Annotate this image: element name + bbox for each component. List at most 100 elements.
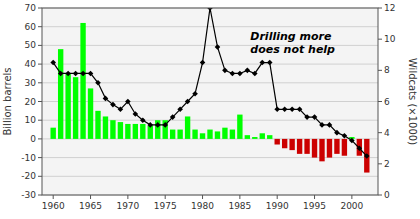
x-tick bbox=[202, 195, 203, 199]
bar bbox=[200, 133, 205, 139]
bar bbox=[245, 135, 250, 139]
y-tick bbox=[38, 64, 42, 65]
annotation-line: does not help bbox=[250, 43, 335, 56]
grid-line bbox=[42, 176, 378, 177]
marker bbox=[319, 122, 325, 128]
bar bbox=[357, 139, 362, 156]
y-tick bbox=[38, 8, 42, 9]
bar bbox=[222, 128, 227, 139]
marker bbox=[140, 117, 146, 123]
bar bbox=[88, 88, 93, 138]
bar bbox=[51, 128, 56, 139]
y2-tick-label: 10 bbox=[384, 34, 396, 44]
bar bbox=[342, 139, 347, 156]
x-tick bbox=[239, 195, 240, 199]
y2-tick bbox=[378, 39, 382, 40]
marker bbox=[334, 130, 340, 136]
marker bbox=[170, 114, 176, 120]
marker bbox=[185, 99, 191, 105]
y2-tick bbox=[378, 132, 382, 133]
x-tick-label: 1970 bbox=[116, 201, 139, 211]
marker bbox=[103, 96, 109, 102]
y-axis-label: Billion barrels bbox=[2, 67, 13, 135]
grid-line bbox=[42, 82, 378, 83]
bar bbox=[192, 130, 197, 139]
bar bbox=[275, 139, 280, 145]
y2-tick-label: 0 bbox=[384, 190, 390, 200]
x-tick-label: 1960 bbox=[42, 201, 65, 211]
x-tick bbox=[127, 195, 128, 199]
x-tick-label: 1975 bbox=[154, 201, 177, 211]
bar bbox=[364, 139, 369, 173]
grid-line bbox=[42, 26, 378, 27]
bar bbox=[170, 130, 175, 139]
y-tick-label: -20 bbox=[21, 171, 36, 181]
y2-tick bbox=[378, 101, 382, 102]
bar bbox=[282, 139, 287, 148]
x-tick-label: 2000 bbox=[340, 201, 363, 211]
y-tick-label: 50 bbox=[25, 40, 37, 50]
marker bbox=[58, 71, 64, 77]
y2-tick bbox=[378, 163, 382, 164]
marker bbox=[289, 106, 295, 112]
marker bbox=[327, 122, 333, 128]
marker bbox=[304, 114, 310, 120]
bar bbox=[215, 131, 220, 138]
bar bbox=[58, 49, 63, 139]
marker bbox=[110, 102, 116, 108]
marker bbox=[147, 122, 153, 128]
y2-tick-label: 4 bbox=[384, 128, 390, 138]
plot-background bbox=[42, 8, 378, 195]
y-tick-label: 70 bbox=[25, 3, 37, 13]
bar bbox=[110, 120, 115, 139]
marker bbox=[215, 44, 221, 50]
bar bbox=[95, 111, 100, 139]
marker bbox=[312, 114, 318, 120]
marker bbox=[349, 138, 355, 144]
bar bbox=[334, 139, 339, 154]
bar bbox=[304, 139, 309, 154]
x-tick bbox=[53, 195, 54, 199]
bar bbox=[155, 120, 160, 139]
marker bbox=[267, 60, 273, 66]
marker bbox=[245, 68, 251, 74]
x-tick bbox=[90, 195, 91, 199]
bar bbox=[289, 139, 294, 150]
marker bbox=[364, 153, 370, 159]
bar bbox=[297, 139, 302, 154]
bar bbox=[177, 130, 182, 139]
y-tick bbox=[38, 82, 42, 83]
axes: -30-20-100102030405060700246810121960196… bbox=[21, 3, 395, 211]
marker bbox=[237, 71, 243, 77]
y-tick-label: 40 bbox=[25, 59, 37, 69]
x-tick bbox=[277, 195, 278, 199]
grid-line bbox=[42, 64, 378, 65]
marker bbox=[177, 106, 183, 112]
bar bbox=[118, 122, 123, 139]
y2-tick bbox=[378, 8, 382, 9]
y-tick-label: 0 bbox=[30, 134, 36, 144]
y-tick bbox=[38, 138, 42, 139]
bar bbox=[252, 137, 257, 139]
y2-tick-label: 8 bbox=[384, 65, 390, 75]
chart: -30-20-100102030405060700246810121960196… bbox=[0, 0, 420, 219]
marker bbox=[297, 106, 303, 112]
x-tick bbox=[314, 195, 315, 199]
marks bbox=[50, 8, 369, 173]
bar bbox=[103, 116, 108, 138]
bar bbox=[327, 139, 332, 158]
marker bbox=[80, 71, 86, 77]
bar bbox=[140, 124, 145, 139]
grid bbox=[42, 8, 378, 195]
y-tick bbox=[38, 26, 42, 27]
marker bbox=[342, 133, 348, 139]
marker bbox=[125, 99, 131, 105]
y-tick-label: 10 bbox=[25, 115, 37, 125]
marker bbox=[230, 71, 236, 77]
x-tick-label: 1990 bbox=[266, 201, 289, 211]
marker bbox=[65, 71, 71, 77]
y-tick-label: 20 bbox=[25, 97, 37, 107]
y-tick-label: 30 bbox=[25, 78, 37, 88]
y-tick bbox=[38, 195, 42, 196]
plot-frame bbox=[42, 8, 378, 195]
